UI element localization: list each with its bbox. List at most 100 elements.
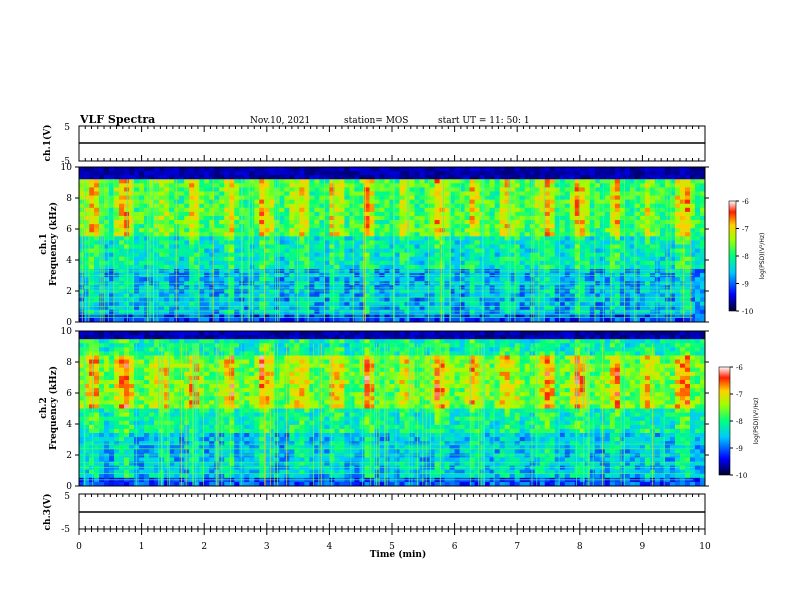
spectrogram-cell: [674, 228, 681, 233]
spectrogram-cell: [364, 191, 370, 196]
spectrogram-cell: [624, 293, 631, 298]
spectrogram-cell: [659, 224, 666, 229]
spectrogram-cell: [204, 236, 210, 241]
spectrogram-cell: [289, 293, 295, 298]
spectrogram-cell: [369, 301, 375, 307]
spectrogram-cell: [524, 313, 531, 319]
spectrogram-cell: [639, 264, 646, 270]
spectrogram-cell: [634, 277, 641, 282]
spectrogram-cell: [374, 191, 380, 196]
spectrogram-cell: [179, 167, 185, 172]
spectrogram-cell: [489, 195, 496, 201]
spectrogram-cell: [289, 260, 295, 266]
spectrogram-cell: [344, 248, 350, 254]
spectrogram-cell: [279, 309, 285, 315]
spectrogram-cell: [674, 203, 681, 209]
spectrogram-cell: [109, 293, 115, 298]
spectrogram-cell: [439, 313, 445, 319]
spectrogram-cell: [439, 228, 445, 233]
spectrogram-cell: [434, 171, 440, 176]
spectrogram-cell: [379, 293, 385, 298]
spectrogram-cell: [579, 248, 586, 254]
spectrogram-cell: [129, 167, 135, 172]
spectrogram-cell: [169, 195, 175, 201]
spectrogram-cell: [144, 313, 150, 319]
spectrogram-cell: [109, 260, 115, 266]
spectrogram-cell: [399, 199, 405, 205]
spectrogram-cell: [674, 199, 681, 205]
spectrogram-cell: [199, 195, 205, 201]
spectrogram-cell: [439, 256, 445, 262]
spectrogram-cell: [584, 183, 591, 188]
spectrogram-cell: [94, 183, 100, 188]
spectrogram-cell: [674, 167, 681, 172]
spectrogram-cell: [679, 228, 686, 233]
spectrogram-cell: [199, 191, 205, 196]
spectrogram-cell: [354, 309, 360, 315]
spectrogram-cell: [494, 224, 501, 229]
spectrogram-cell: [619, 179, 626, 184]
spectrogram-cell: [689, 171, 696, 176]
spectrogram-cell: [449, 264, 455, 270]
spectrogram-cell: [539, 175, 546, 180]
spectrogram-cell: [324, 183, 330, 188]
spectrogram-cell: [249, 167, 255, 172]
spectrogram-cell: [424, 215, 430, 221]
spectrogram-cell: [509, 264, 516, 270]
spectrogram-cell: [204, 191, 210, 196]
spectrogram-cell: [489, 187, 496, 192]
spectrogram-cell: [614, 277, 621, 282]
spectrogram-cell: [304, 240, 310, 245]
spectrogram-cell: [504, 203, 511, 209]
spectrogram-cell: [624, 183, 631, 188]
spectrogram-cell: [149, 228, 155, 233]
spectrogram-cell: [354, 240, 360, 245]
spectrogram-cell: [569, 179, 576, 184]
spectrogram-cell: [574, 195, 581, 201]
spectrogram-cell: [194, 260, 200, 266]
spectrogram-cell: [624, 232, 631, 237]
spectrogram-cell: [229, 199, 235, 205]
spectrogram-cell: [209, 277, 215, 282]
spectrogram-cell: [309, 171, 315, 176]
spectrogram-cell: [499, 240, 506, 245]
spectrogram-cell: [464, 236, 471, 241]
spectrogram-cell: [509, 277, 516, 282]
spectrogram-cell: [599, 260, 606, 266]
spectrogram-cell: [644, 232, 651, 237]
spectrogram-cell: [469, 244, 476, 249]
spectrogram-cell: [659, 211, 666, 217]
spectrogram-cell: [174, 191, 180, 196]
spectrogram-cell: [209, 220, 215, 225]
spectrogram-cell: [269, 309, 275, 315]
spectrogram-cell: [314, 215, 320, 221]
spectrogram-cell: [559, 211, 566, 217]
spectrogram-cell: [244, 203, 250, 209]
spectrogram-cell: [194, 191, 200, 196]
spectrogram-cell: [494, 252, 501, 258]
spectrogram-cell: [199, 313, 205, 319]
spectrogram-cell: [619, 215, 626, 221]
spectrogram-cell: [559, 301, 566, 307]
spectrogram-cell: [609, 293, 616, 298]
spectrogram-cell: [624, 256, 631, 262]
spectrogram-cell: [619, 317, 626, 323]
spectrogram-cell: [324, 215, 330, 221]
spectrogram-cell: [414, 187, 420, 192]
spectrogram-cell: [374, 248, 380, 254]
spectrogram-cell: [629, 220, 636, 225]
spectrogram-cell: [574, 305, 581, 311]
spectrogram-cell: [554, 195, 561, 201]
spectrogram-cell: [89, 301, 95, 307]
spectrogram-cell: [524, 187, 531, 192]
spectrogram-cell: [689, 187, 696, 192]
spectrogram-cell: [314, 207, 320, 213]
spectrogram-cell: [274, 293, 280, 298]
spectrogram-cell: [609, 195, 616, 201]
spectrogram-cell: [174, 248, 180, 254]
spectrogram-cell: [659, 175, 666, 180]
spectrogram-cell: [354, 248, 360, 254]
spectrogram-cell: [199, 305, 205, 311]
spectrogram-cell: [654, 309, 661, 315]
spectrogram-cell: [379, 203, 385, 209]
